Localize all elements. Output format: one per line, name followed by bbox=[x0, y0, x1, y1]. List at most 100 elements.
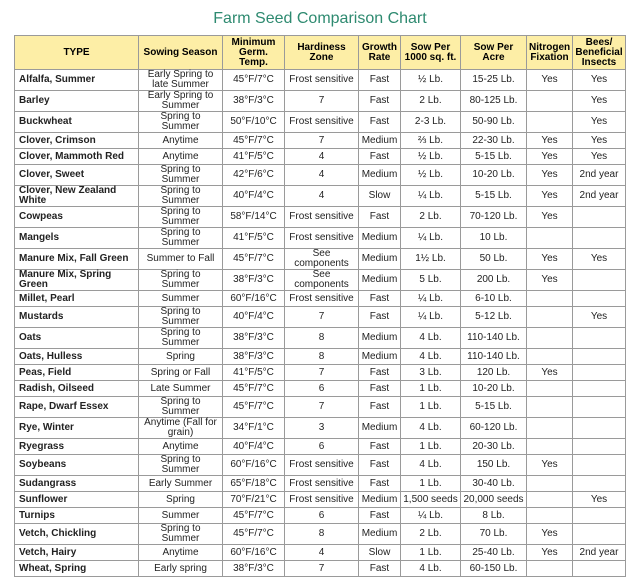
table-cell: ½ Lb. bbox=[400, 164, 461, 186]
table-row: Mustards Spring to Summer 40°F/4°C 7 Fast ¼ L… bbox=[14, 306, 626, 328]
table-cell: Fast bbox=[358, 560, 401, 577]
table-cell: See components bbox=[284, 248, 359, 270]
table-row: Barley Early Spring to Summer 38°F/3°C 7 Fas… bbox=[14, 90, 626, 112]
table-cell: Yes bbox=[526, 164, 573, 186]
table-cell: 80-125 Lb. bbox=[460, 90, 527, 112]
seed-type: Peas, Field bbox=[14, 364, 139, 381]
table-cell: Frost sensitive bbox=[284, 475, 359, 492]
table-cell: 41°F/5°C bbox=[222, 227, 285, 249]
table-cell: Yes bbox=[526, 132, 573, 149]
empty-cell bbox=[572, 348, 626, 365]
table-cell: Yes bbox=[572, 491, 626, 508]
table-cell: 7 bbox=[284, 396, 359, 418]
table-cell: Frost sensitive bbox=[284, 491, 359, 508]
table-cell: 45°F/7°C bbox=[222, 69, 285, 91]
table-cell: 6 bbox=[284, 438, 359, 455]
table-cell: Anytime bbox=[138, 132, 223, 149]
table-cell: 4 Lb. bbox=[400, 348, 461, 365]
table-cell: 58°F/14°C bbox=[222, 206, 285, 228]
table-cell: Medium bbox=[358, 491, 401, 508]
empty-cell bbox=[526, 475, 573, 492]
table-cell: 150 Lb. bbox=[460, 454, 527, 476]
table-cell: 4 bbox=[284, 164, 359, 186]
empty-cell bbox=[526, 111, 573, 133]
table-cell: Spring to Summer bbox=[138, 164, 223, 186]
table-cell: 34°F/1°C bbox=[222, 417, 285, 439]
column-header: Minimum Germ. Temp. bbox=[222, 35, 285, 70]
table-row: Sunflower Spring 70°F/21°C Frost sensitive M… bbox=[14, 491, 626, 508]
empty-cell bbox=[526, 491, 573, 508]
table-row: Cowpeas Spring to Summer 58°F/14°C Frost se… bbox=[14, 206, 626, 228]
seed-type: Soybeans bbox=[14, 454, 139, 476]
table-cell: 6 bbox=[284, 507, 359, 524]
table-cell: 2nd year bbox=[572, 544, 626, 561]
table-cell: 200 Lb. bbox=[460, 269, 527, 291]
table-row: Vetch, Chickling Spring to Summer 45°F/7°C… bbox=[14, 523, 626, 545]
table-cell: Early Spring to Summer bbox=[138, 90, 223, 112]
table-cell: 70°F/21°C bbox=[222, 491, 285, 508]
table-cell: ¼ Lb. bbox=[400, 507, 461, 524]
table-cell: 60°F/16°C bbox=[222, 454, 285, 476]
table-cell: Yes bbox=[572, 111, 626, 133]
table-cell: 45°F/7°C bbox=[222, 396, 285, 418]
column-header: Bees/ Beneficial Insects bbox=[572, 35, 626, 70]
table-row: Vetch, Hairy Anytime 60°F/16°C 4 Slow 1 Lb. 25… bbox=[14, 544, 626, 561]
seed-type: Rye, Winter bbox=[14, 417, 139, 439]
empty-cell bbox=[526, 507, 573, 524]
table-row: Ryegrass Anytime 40°F/4°C 6 Fast 1 Lb. 20-30 L… bbox=[14, 438, 626, 455]
table-cell: Fast bbox=[358, 90, 401, 112]
table-cell: Yes bbox=[526, 523, 573, 545]
table-cell: Yes bbox=[572, 306, 626, 328]
table-cell: 8 bbox=[284, 523, 359, 545]
table-cell: Yes bbox=[526, 454, 573, 476]
table-cell: ¼ Lb. bbox=[400, 290, 461, 307]
table-cell: Medium bbox=[358, 417, 401, 439]
seed-type: Rape, Dwarf Essex bbox=[14, 396, 139, 418]
table-cell: 45°F/7°C bbox=[222, 248, 285, 270]
table-cell: Frost sensitive bbox=[284, 290, 359, 307]
empty-cell bbox=[572, 290, 626, 307]
table-cell: Fast bbox=[358, 396, 401, 418]
seed-type: Wheat, Spring bbox=[14, 560, 139, 577]
table-cell: Yes bbox=[572, 90, 626, 112]
table-cell: 40°F/4°C bbox=[222, 306, 285, 328]
table-cell: 41°F/5°C bbox=[222, 364, 285, 381]
table-cell: Yes bbox=[526, 69, 573, 91]
empty-cell bbox=[572, 396, 626, 418]
empty-cell bbox=[526, 90, 573, 112]
table-cell: 5-15 Lb. bbox=[460, 148, 527, 165]
table-cell: Medium bbox=[358, 227, 401, 249]
seed-type: Sudangrass bbox=[14, 475, 139, 492]
table-cell: 50 Lb. bbox=[460, 248, 527, 270]
table-cell: Yes bbox=[526, 248, 573, 270]
seed-type: Clover, Mammoth Red bbox=[14, 148, 139, 165]
table-cell: Spring to Summer bbox=[138, 206, 223, 228]
column-header: Sow Per Acre bbox=[460, 35, 527, 70]
empty-cell bbox=[572, 454, 626, 476]
table-row: Alfalfa, Summer Early Spring to late Summ… bbox=[14, 69, 626, 91]
table-cell: 110-140 Lb. bbox=[460, 348, 527, 365]
empty-cell bbox=[526, 438, 573, 455]
table-cell: 50-90 Lb. bbox=[460, 111, 527, 133]
table-cell: Spring to Summer bbox=[138, 185, 223, 207]
table-row: Mangels Spring to Summer 41°F/5°C Frost sen… bbox=[14, 227, 626, 249]
table-cell: ⅔ Lb. bbox=[400, 132, 461, 149]
table-cell: Anytime bbox=[138, 544, 223, 561]
empty-cell bbox=[526, 348, 573, 365]
table-cell: 38°F/3°C bbox=[222, 90, 285, 112]
table-cell: 38°F/3°C bbox=[222, 560, 285, 577]
table-cell: Frost sensitive bbox=[284, 227, 359, 249]
table-cell: Medium bbox=[358, 523, 401, 545]
table-cell: Yes bbox=[526, 269, 573, 291]
table-row: Clover, New Zealand White Spring to Summe… bbox=[14, 185, 626, 207]
seed-type: Radish, Oilseed bbox=[14, 380, 139, 397]
table-cell: 60-120 Lb. bbox=[460, 417, 527, 439]
table-cell: 5-15 Lb. bbox=[460, 185, 527, 207]
seed-type: Cowpeas bbox=[14, 206, 139, 228]
table-cell: 45°F/7°C bbox=[222, 507, 285, 524]
table-cell: 8 bbox=[284, 327, 359, 349]
table-cell: 60-150 Lb. bbox=[460, 560, 527, 577]
table-cell: Yes bbox=[572, 248, 626, 270]
table-cell: 40°F/4°C bbox=[222, 438, 285, 455]
seed-type: Oats bbox=[14, 327, 139, 349]
